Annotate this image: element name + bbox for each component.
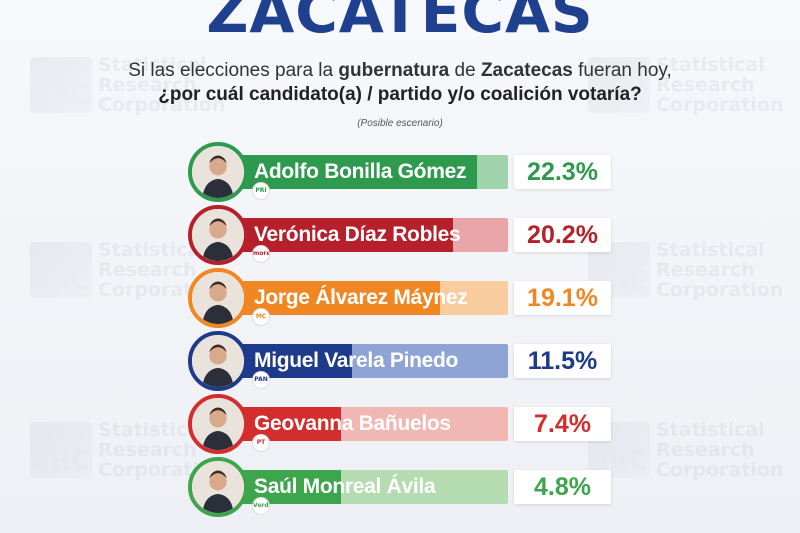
candidate-photo	[188, 205, 248, 265]
percent-label: 20.2%	[514, 218, 611, 252]
percent-label: 7.4%	[514, 407, 611, 441]
party-logo-icon: PT	[253, 435, 269, 451]
chart-row: Saúl Monreal Ávila 4.8% Verde	[188, 457, 613, 517]
candidate-photo	[188, 142, 248, 202]
candidate-photo	[188, 268, 248, 328]
watermark: SRC Statistical Research Corporation	[30, 420, 225, 480]
candidate-name: Miguel Varela Pinedo	[254, 349, 459, 372]
chart-row: Geovanna Bañuelos 7.4% PT	[188, 394, 613, 454]
chart-row: Miguel Varela Pinedo 11.5% PAN	[188, 331, 613, 391]
candidate-name: Geovanna Bañuelos	[254, 412, 451, 435]
candidate-photo	[188, 394, 248, 454]
chart-bar-track: Verónica Díaz Robles	[220, 218, 508, 252]
candidate-name: Verónica Díaz Robles	[254, 223, 461, 246]
watermark: SRC Statistical Research Corporation	[588, 240, 783, 300]
scenario-note: (Posible escenario)	[357, 118, 443, 129]
party-logo-icon: Verde	[253, 498, 269, 514]
party-logo-icon: PAN	[253, 372, 269, 388]
question-line-2: ¿por cuál candidato(a) / partido y/o coa…	[158, 84, 642, 105]
question-line-1: Si las elecciones para la gubernatura de…	[128, 60, 672, 81]
percent-label: 4.8%	[514, 470, 611, 504]
candidate-name: Saúl Monreal Ávila	[254, 475, 436, 498]
chart-bar-track: Geovanna Bañuelos	[220, 407, 508, 441]
watermark: SRC Statistical Research Corporation	[30, 55, 225, 115]
chart-row: Verónica Díaz Robles 20.2% morena	[188, 205, 613, 265]
chart-bar-track: Jorge Álvarez Máynez	[220, 281, 508, 315]
candidate-photo	[188, 457, 248, 517]
watermark-logo: SRC	[30, 422, 92, 478]
candidate-name: Jorge Álvarez Máynez	[254, 286, 468, 309]
party-logo-icon: MC	[253, 309, 269, 325]
page-title: ZACATECAS	[206, 0, 594, 46]
percent-label: 11.5%	[514, 344, 611, 378]
chart-row: Adolfo Bonilla Gómez 22.3% PRI	[188, 142, 613, 202]
watermark: SRC Statistical Research Corporation	[588, 55, 783, 115]
party-logo-icon: PRI	[253, 183, 269, 199]
watermark: SRC Statistical Research Corporation	[588, 420, 783, 480]
percent-label: 19.1%	[514, 281, 611, 315]
candidate-name: Adolfo Bonilla Gómez	[254, 160, 467, 183]
candidate-photo	[188, 331, 248, 391]
party-logo-icon: morena	[253, 246, 269, 262]
percent-label: 22.3%	[514, 155, 611, 189]
watermark: SRC Statistical Research Corporation	[30, 240, 225, 300]
chart-bar-track: Saúl Monreal Ávila	[220, 470, 508, 504]
chart-row: Jorge Álvarez Máynez 19.1% MC	[188, 268, 613, 328]
watermark-logo: SRC	[30, 57, 92, 113]
watermark-logo: SRC	[588, 57, 650, 113]
watermark-logo: SRC	[30, 242, 92, 298]
